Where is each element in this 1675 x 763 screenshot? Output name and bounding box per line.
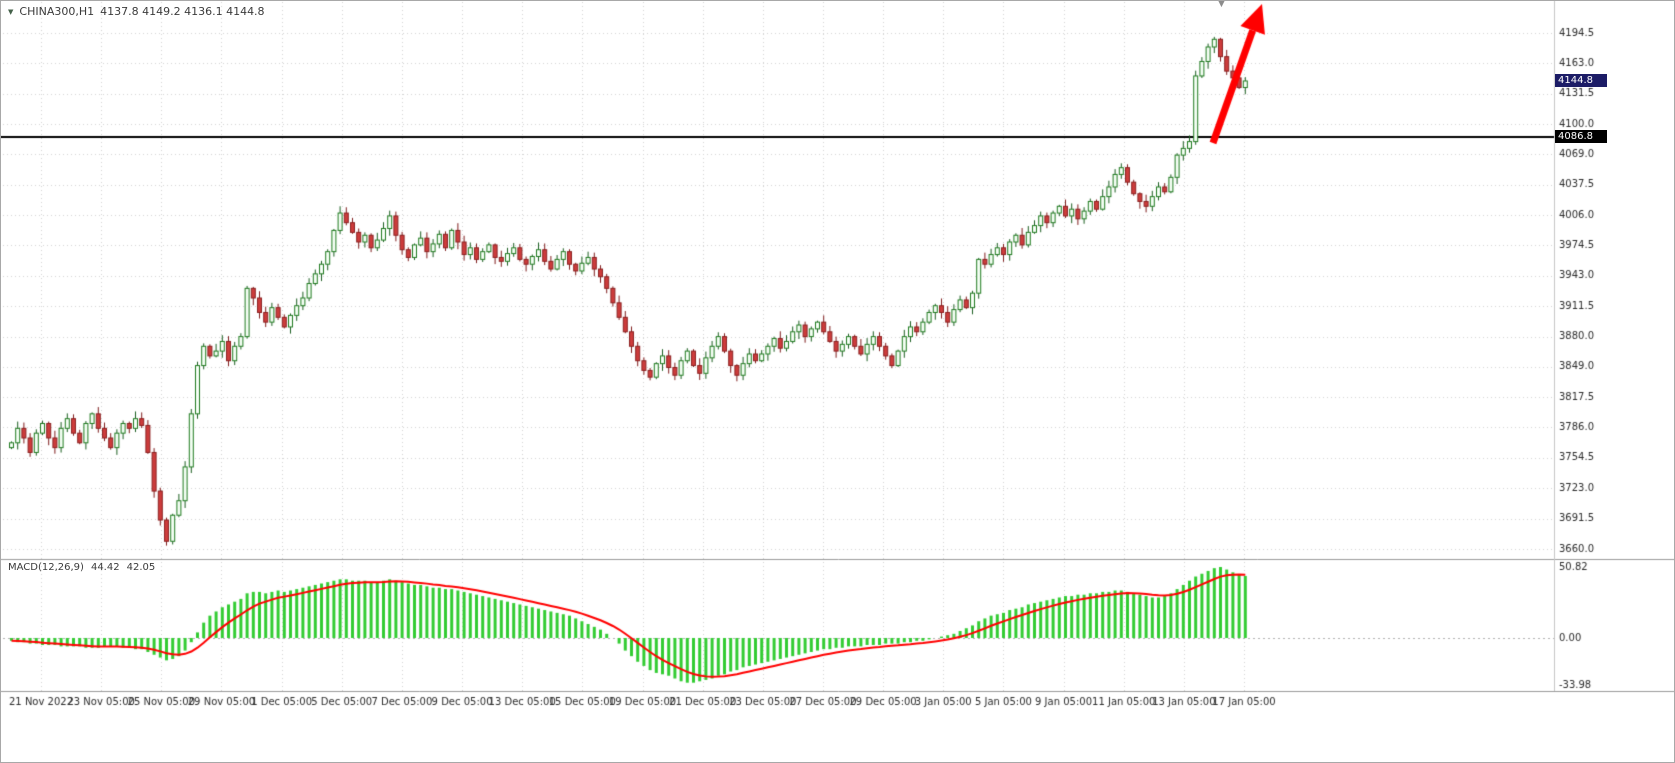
current-price-badge: 4144.8 (1555, 74, 1607, 88)
chart-shift-marker-icon: ▼ (1218, 0, 1225, 9)
hline-price-badge: 4086.8 (1555, 130, 1607, 144)
